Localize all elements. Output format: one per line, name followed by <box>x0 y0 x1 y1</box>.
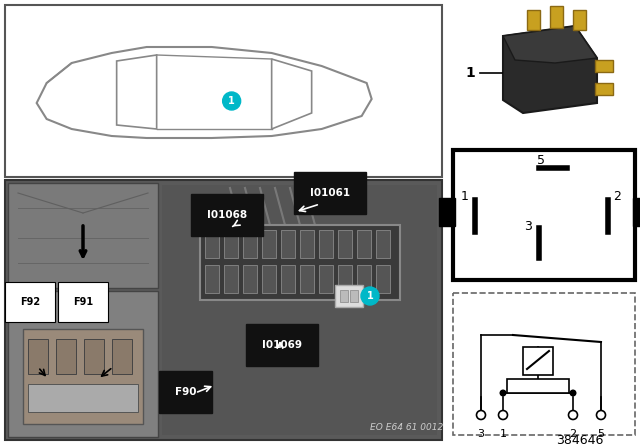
Circle shape <box>596 410 605 419</box>
Text: 1: 1 <box>228 96 235 106</box>
Bar <box>300 265 314 293</box>
Text: F90: F90 <box>175 387 196 397</box>
Bar <box>595 60 613 72</box>
Bar <box>338 230 352 258</box>
Text: 3: 3 <box>524 220 532 233</box>
Bar <box>162 185 437 435</box>
Bar <box>453 150 635 280</box>
Bar <box>319 230 333 258</box>
Bar <box>357 265 371 293</box>
Bar <box>376 230 390 258</box>
Circle shape <box>499 410 508 419</box>
Bar <box>357 230 371 258</box>
Bar <box>527 10 540 30</box>
Text: 1: 1 <box>499 429 506 439</box>
Bar <box>205 265 219 293</box>
Circle shape <box>223 92 241 110</box>
Bar <box>84 339 104 374</box>
Circle shape <box>499 389 506 396</box>
Bar <box>205 230 219 258</box>
Polygon shape <box>503 26 597 113</box>
Circle shape <box>568 410 577 419</box>
Polygon shape <box>503 26 597 63</box>
Text: EO E64 61 0012: EO E64 61 0012 <box>370 423 444 432</box>
Bar <box>262 230 276 258</box>
Bar <box>8 183 158 288</box>
Bar <box>224 230 238 258</box>
Bar <box>5 180 442 440</box>
Bar <box>224 265 238 293</box>
Text: 1: 1 <box>465 66 475 80</box>
Text: I01068: I01068 <box>207 210 247 220</box>
Bar <box>23 329 143 424</box>
Bar <box>376 265 390 293</box>
Text: 1: 1 <box>461 190 469 202</box>
Bar <box>262 265 276 293</box>
Bar <box>8 291 158 437</box>
Bar <box>338 265 352 293</box>
Bar <box>507 379 569 393</box>
Text: 1: 1 <box>367 291 373 301</box>
Bar <box>56 339 76 374</box>
Text: 5: 5 <box>537 154 545 167</box>
Bar <box>595 83 613 95</box>
Text: 5: 5 <box>598 429 605 439</box>
Bar <box>523 347 553 375</box>
Bar <box>5 5 442 177</box>
Bar <box>112 339 132 374</box>
Bar <box>350 290 358 302</box>
Bar <box>550 6 563 28</box>
Circle shape <box>570 389 577 396</box>
Bar <box>28 384 138 412</box>
Bar <box>573 10 586 30</box>
Bar <box>340 290 348 302</box>
Bar <box>281 265 295 293</box>
Text: 3: 3 <box>477 429 484 439</box>
Text: 384646: 384646 <box>556 434 604 447</box>
Bar <box>439 198 455 226</box>
Bar <box>319 265 333 293</box>
Text: F92: F92 <box>20 297 40 307</box>
Bar <box>200 225 400 300</box>
Bar <box>300 230 314 258</box>
Circle shape <box>477 410 486 419</box>
Text: I01069: I01069 <box>262 340 302 350</box>
Bar <box>243 230 257 258</box>
Bar <box>162 185 437 435</box>
Bar <box>335 285 363 307</box>
Bar <box>633 198 640 226</box>
Text: 2: 2 <box>613 190 621 202</box>
Bar <box>28 339 48 374</box>
Text: I01061: I01061 <box>310 188 350 198</box>
Text: F91: F91 <box>73 297 93 307</box>
Bar <box>243 265 257 293</box>
Circle shape <box>361 287 379 305</box>
Bar <box>453 293 635 435</box>
Text: 2: 2 <box>570 429 577 439</box>
Bar <box>281 230 295 258</box>
